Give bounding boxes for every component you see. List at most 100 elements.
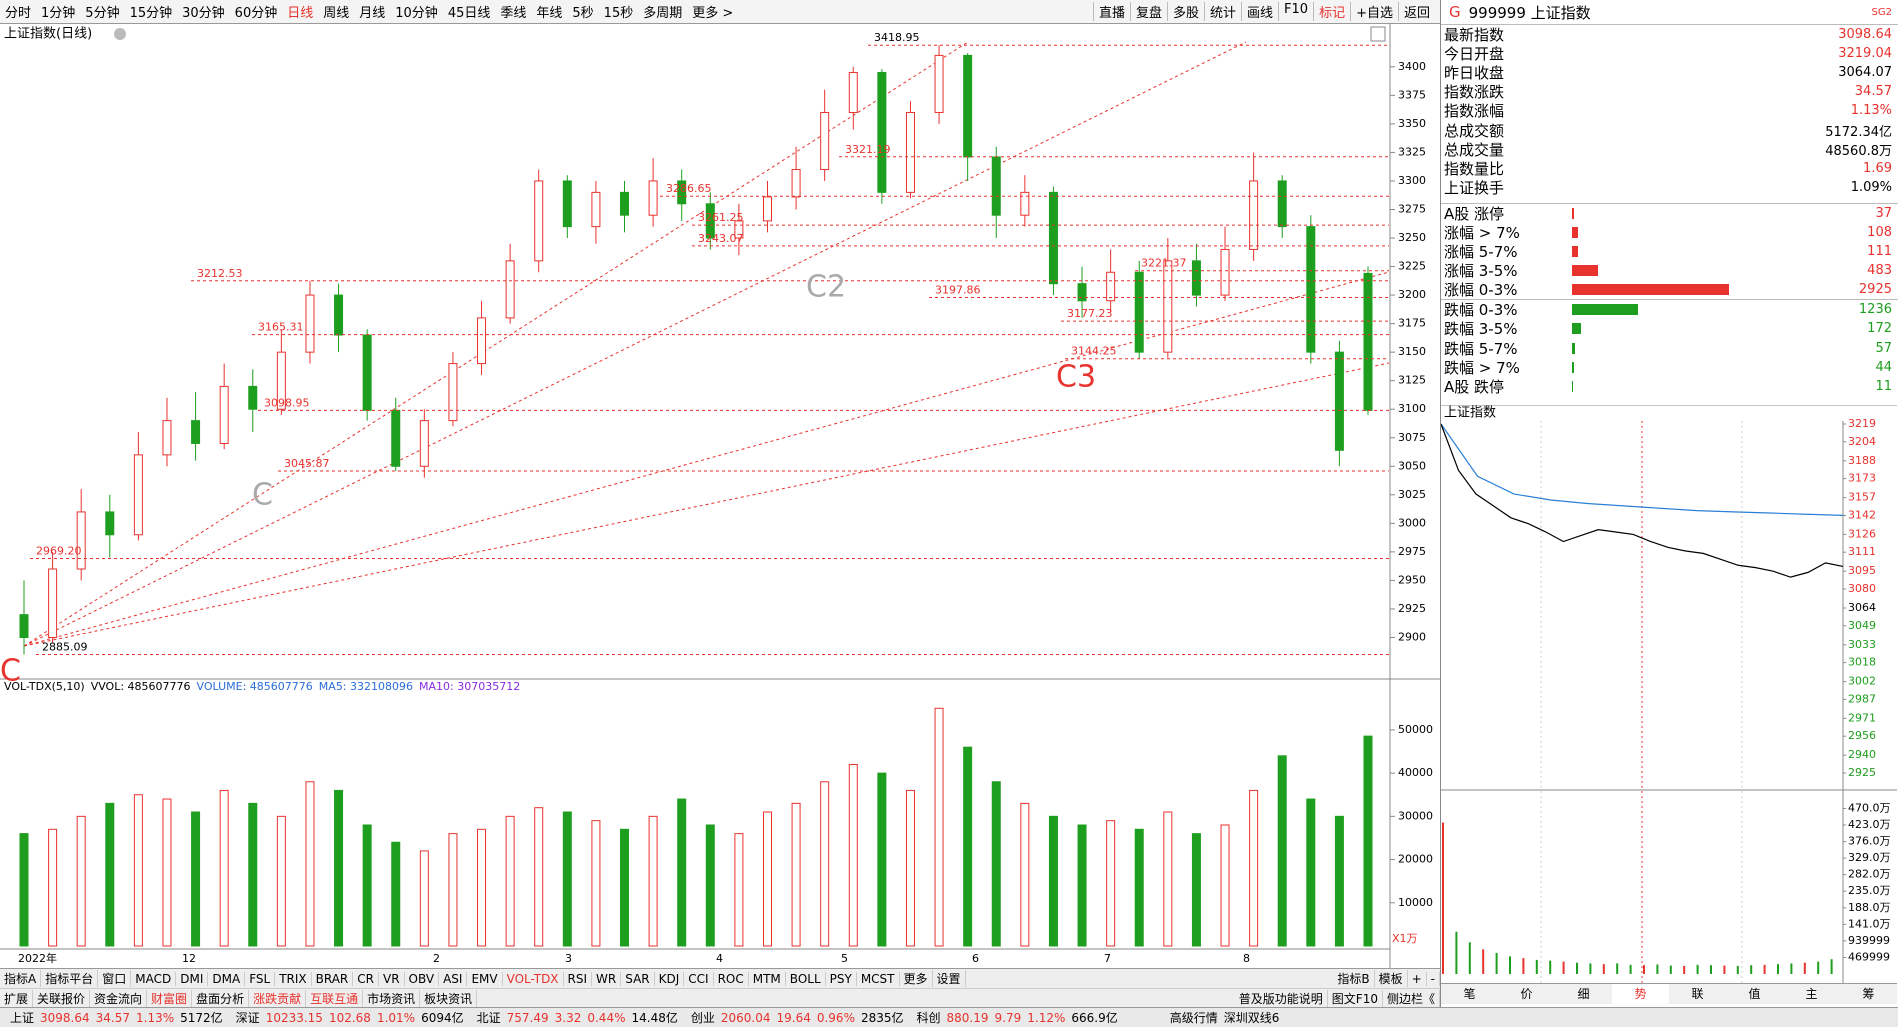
indicator-tab[interactable]: TRIX <box>275 971 312 986</box>
candle-body <box>133 454 143 536</box>
intraday-tab[interactable]: 细 <box>1577 987 1590 1001</box>
status-link[interactable]: 深圳双线6 <box>1223 1011 1280 1025</box>
period-tab[interactable]: 分时 <box>5 6 32 21</box>
indicator-tab[interactable]: 设置 <box>933 970 966 987</box>
side-tab[interactable]: 图文F10 <box>1328 989 1383 1007</box>
indicator-tab[interactable]: BRAR <box>312 971 354 986</box>
intraday-tab[interactable]: 联 <box>1691 987 1704 1001</box>
indicator-tab[interactable]: VOL-TDX <box>503 971 564 986</box>
trend-lines <box>23 41 1390 647</box>
template-tab[interactable]: - <box>1427 971 1440 986</box>
info-tab[interactable]: 互联互通 <box>306 989 364 1007</box>
period-tab[interactable]: 日线 <box>287 6 314 21</box>
indicator-tab[interactable]: 窗口 <box>98 970 132 987</box>
side-tab[interactable]: 普及版功能说明 <box>1235 989 1328 1007</box>
template-tab[interactable]: + <box>1408 971 1427 986</box>
tool-button[interactable]: F10 <box>1278 2 1313 21</box>
indicator-tab[interactable]: BOLL <box>786 971 826 986</box>
intraday-tabs: 笔价细势联值主筹 <box>1441 983 1897 1004</box>
indicator-tab[interactable]: 指标平台 <box>41 970 99 987</box>
period-tab[interactable]: 年线 <box>536 6 563 21</box>
candle-body <box>534 180 544 262</box>
info-tabs: 扩展 关联报价 资金流向 财富圈 盘面分析 涨跌贡献 互联互通 市场资讯 板块资讯 普及版功能说明… <box>0 988 1440 1007</box>
indicator-tab[interactable]: 更多 <box>900 970 933 987</box>
info-tab[interactable]: 板块资讯 <box>420 989 478 1007</box>
indicator-tab[interactable]: CR <box>353 971 379 986</box>
period-tab[interactable]: 10分钟 <box>395 6 438 21</box>
period-tab[interactable]: 月线 <box>359 6 386 21</box>
tool-button[interactable]: 画线 <box>1241 2 1278 21</box>
candle-body <box>191 420 201 444</box>
intraday-tab[interactable]: 笔 <box>1463 987 1476 1001</box>
indicator-tab[interactable]: 指标A <box>0 970 42 987</box>
info-tab[interactable]: 盘面分析 <box>192 989 250 1007</box>
period-tab[interactable]: 15秒 <box>603 6 634 21</box>
indicator-tab[interactable]: SAR <box>621 971 655 986</box>
intraday-tab[interactable]: 主 <box>1805 987 1818 1001</box>
intraday-volume-bar <box>1736 965 1739 974</box>
tool-button[interactable]: +自选 <box>1350 2 1398 21</box>
tool-button[interactable]: 多股 <box>1166 2 1204 21</box>
period-tab[interactable]: 周线 <box>323 6 350 21</box>
info-tab[interactable]: 资金流向 <box>90 989 148 1007</box>
indicator-tab[interactable]: KDJ <box>655 971 685 986</box>
volume-bar <box>963 746 973 947</box>
period-tab[interactable]: 多周期 <box>643 6 683 21</box>
period-tab[interactable]: 60分钟 <box>234 6 278 21</box>
side-tab[interactable]: 侧边栏《 <box>1383 989 1440 1007</box>
quote-value: 1.09% <box>1850 179 1892 195</box>
tool-button[interactable]: 统计 <box>1204 2 1241 21</box>
period-tab[interactable]: 5分钟 <box>85 6 120 21</box>
template-tab[interactable]: 模板 <box>1375 970 1408 987</box>
info-tab[interactable]: 财富圈 <box>147 989 193 1007</box>
info-tab[interactable]: 涨跌贡献 <box>249 989 307 1007</box>
indicator-tab[interactable]: EMV <box>467 971 503 986</box>
period-tab[interactable]: 季线 <box>500 6 527 21</box>
x-tick-label: 3 <box>565 952 572 965</box>
template-tab[interactable]: 指标B <box>1333 970 1375 987</box>
index-amount: 2835亿 <box>860 1011 904 1025</box>
breadth-count: 111 <box>1867 244 1892 260</box>
indicator-tab[interactable]: MTM <box>749 971 786 986</box>
indicator-tab[interactable]: CCI <box>684 971 714 986</box>
intraday-tab[interactable]: 值 <box>1748 987 1761 1001</box>
info-tab[interactable]: 市场资讯 <box>363 989 421 1007</box>
period-tab[interactable]: 5秒 <box>572 6 594 21</box>
tool-button[interactable]: 返回 <box>1397 2 1435 21</box>
period-tab[interactable]: 15分钟 <box>129 6 173 21</box>
indicator-tab[interactable]: RSI <box>564 971 593 986</box>
chart-menu-icon[interactable] <box>114 28 126 40</box>
indicator-tab[interactable]: DMA <box>208 971 246 986</box>
indicator-tab[interactable]: MCST <box>857 971 900 986</box>
volume-bar <box>991 781 1001 947</box>
indicator-tab[interactable]: DMI <box>176 971 209 986</box>
period-tab[interactable]: 1分钟 <box>41 6 76 21</box>
status-bar: 上证 3098.64 34.57 1.13% 5172亿 深证 10233.15 102.68… <box>0 1007 1898 1027</box>
intraday-tab[interactable]: 筹 <box>1862 987 1875 1001</box>
settings-icon[interactable] <box>1370 26 1386 42</box>
candle-body <box>419 420 429 467</box>
intraday-volume-bar <box>1562 961 1565 974</box>
indicator-tab[interactable]: WR <box>592 971 622 986</box>
indicator-tab[interactable]: ROC <box>714 971 749 986</box>
indicator-tab[interactable]: OBV <box>405 971 440 986</box>
indicator-tab[interactable]: MACD <box>131 971 177 986</box>
period-tab[interactable]: 45日线 <box>447 6 491 21</box>
tool-button[interactable]: 复盘 <box>1129 2 1167 21</box>
status-link[interactable]: 高级行情 <box>1169 1011 1218 1025</box>
indicator-tab[interactable]: PSY <box>826 971 857 986</box>
tool-button[interactable]: 标记 <box>1313 2 1350 21</box>
tool-button[interactable]: 直播 <box>1092 2 1130 21</box>
indicator-tab[interactable]: FSL <box>245 971 276 986</box>
period-tab[interactable]: 30分钟 <box>182 6 225 21</box>
candle-body <box>1020 191 1030 216</box>
intraday-tab[interactable]: 势 <box>1612 984 1669 1004</box>
quote-row: 最新指数 3098.64 <box>1441 25 1898 44</box>
indicator-tab[interactable]: VR <box>379 971 405 986</box>
intraday-tab[interactable]: 价 <box>1520 987 1533 1001</box>
indicator-tab[interactable]: ASI <box>439 971 468 986</box>
info-tab[interactable]: 扩展 <box>0 989 34 1007</box>
index-pct: 1.12% <box>1027 1010 1066 1025</box>
period-tab[interactable]: 更多 > <box>692 6 734 21</box>
info-tab[interactable]: 关联报价 <box>33 989 91 1007</box>
